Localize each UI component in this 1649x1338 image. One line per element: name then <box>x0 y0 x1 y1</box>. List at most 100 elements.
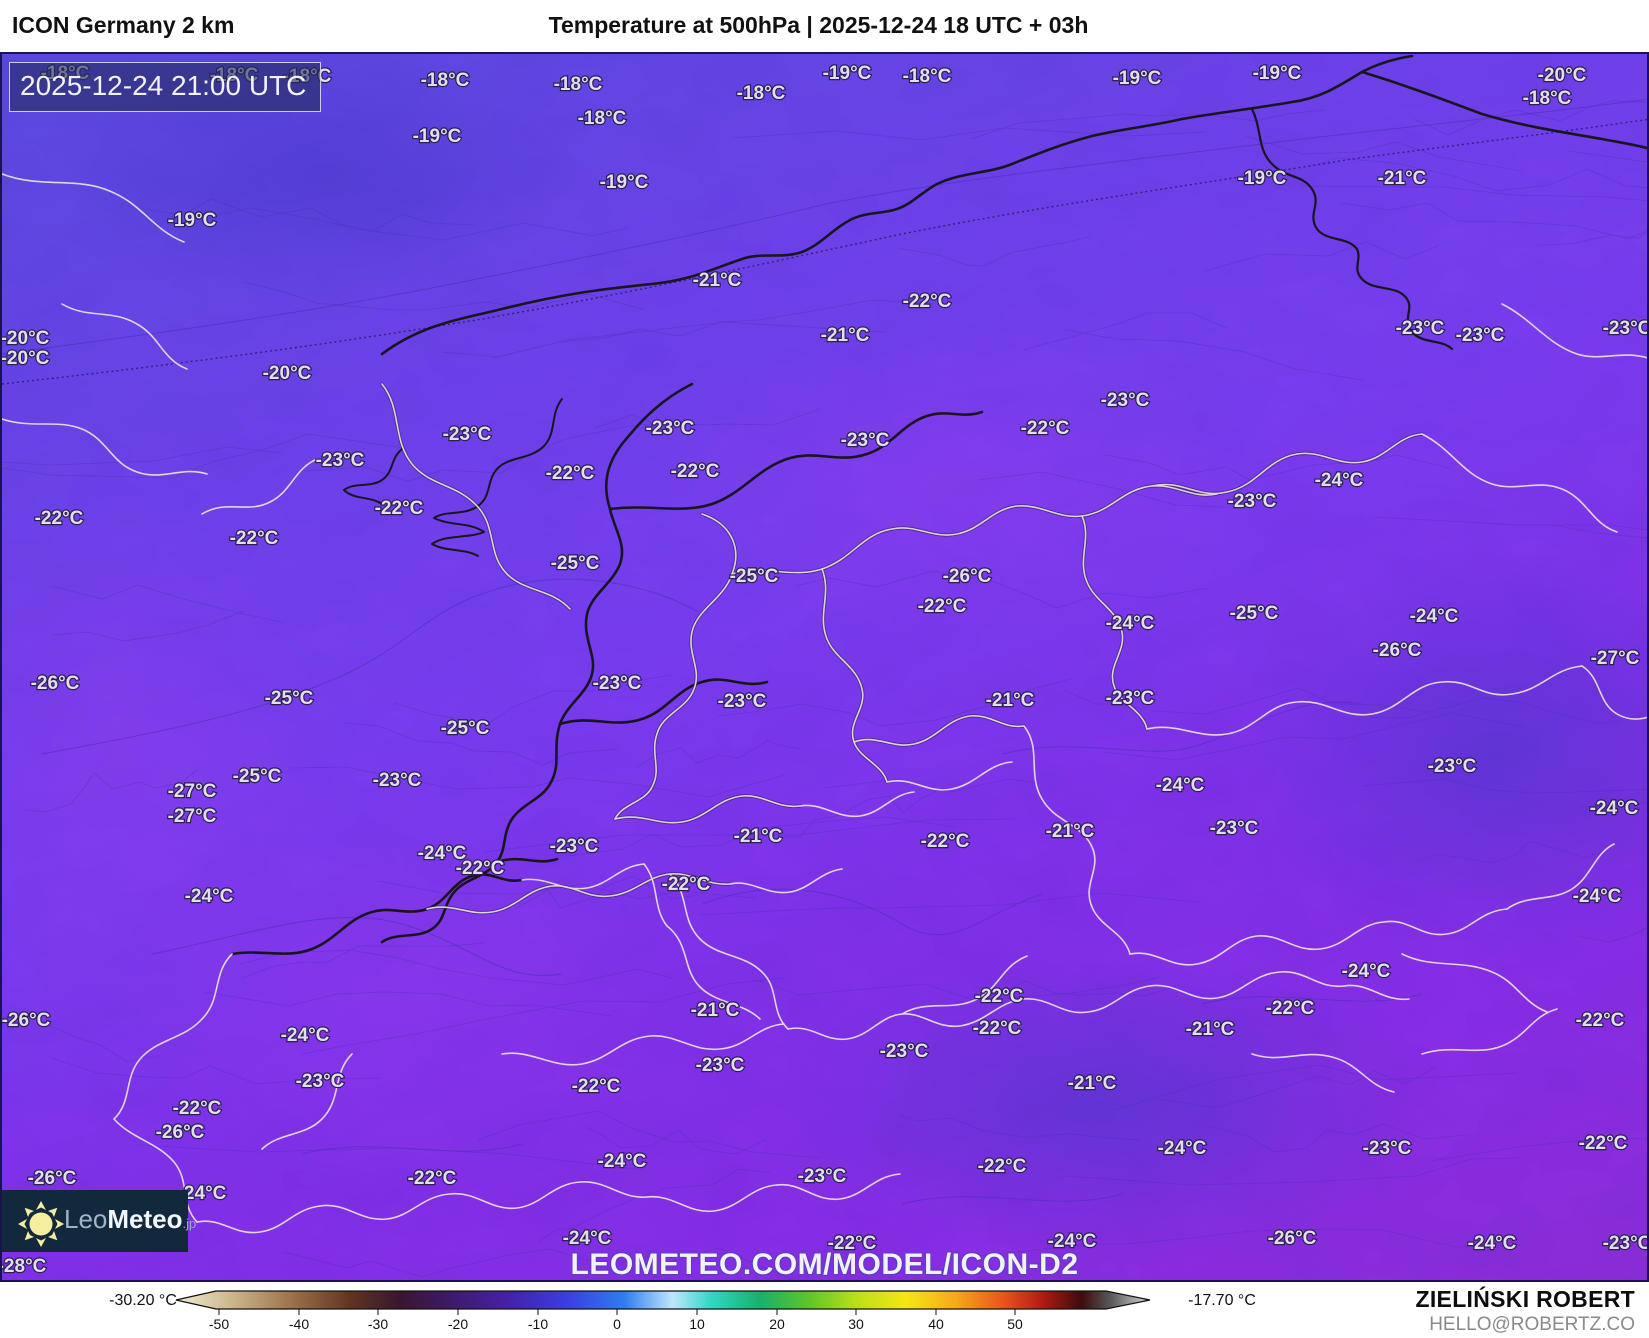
svg-text:-23°C: -23°C <box>443 424 492 445</box>
svg-text:-23°C: -23°C <box>646 418 695 439</box>
svg-text:-22°C: -22°C <box>35 508 84 529</box>
svg-text:-24°C: -24°C <box>1106 613 1155 634</box>
svg-text:-30.20 °C: -30.20 °C <box>109 1292 177 1309</box>
svg-text:-17.70 °C: -17.70 °C <box>1188 1292 1256 1309</box>
svg-text:-25°C: -25°C <box>265 688 314 709</box>
svg-text:-20°C: -20°C <box>1538 65 1587 86</box>
svg-text:-24°C: -24°C <box>185 886 234 907</box>
svg-text:-19°C: -19°C <box>1253 63 1302 84</box>
svg-text:-24°C: -24°C <box>1342 961 1391 982</box>
svg-text:-19°C: -19°C <box>823 63 872 84</box>
svg-text:-22°C: -22°C <box>903 291 952 312</box>
svg-text:-40: -40 <box>289 1316 309 1332</box>
svg-text:-23°C: -23°C <box>1363 1138 1412 1159</box>
svg-text:-10: -10 <box>528 1316 548 1332</box>
svg-text:-22°C: -22°C <box>975 986 1024 1007</box>
svg-text:-21°C: -21°C <box>1378 168 1427 189</box>
svg-text:-21°C: -21°C <box>1068 1073 1117 1094</box>
svg-text:30: 30 <box>848 1316 864 1332</box>
svg-text:-26°C: -26°C <box>28 1168 77 1189</box>
svg-text:-23°C: -23°C <box>1210 818 1259 839</box>
svg-text:-24°C: -24°C <box>563 1228 612 1249</box>
svg-text:-21°C: -21°C <box>986 690 1035 711</box>
svg-text:-25°C: -25°C <box>551 553 600 574</box>
svg-text:40: 40 <box>928 1316 944 1332</box>
svg-text:-18°C: -18°C <box>578 108 627 129</box>
svg-text:-24°C: -24°C <box>1156 775 1205 796</box>
svg-text:-22°C: -22°C <box>662 874 711 895</box>
svg-text:-24°C: -24°C <box>1315 470 1364 491</box>
svg-text:-23°C: -23°C <box>1228 491 1277 512</box>
svg-text:-23°C: -23°C <box>316 450 365 471</box>
svg-text:-22°C: -22°C <box>375 498 424 519</box>
svg-text:20: 20 <box>769 1316 785 1332</box>
svg-text:-21°C: -21°C <box>1046 821 1095 842</box>
svg-text:-23°C: -23°C <box>550 836 599 857</box>
svg-text:-22°C: -22°C <box>973 1018 1022 1039</box>
svg-text:-19°C: -19°C <box>1113 68 1162 89</box>
svg-text:-22°C: -22°C <box>230 528 279 549</box>
svg-text:-18°C: -18°C <box>554 74 603 95</box>
svg-text:-25°C: -25°C <box>441 718 490 739</box>
svg-text:-21°C: -21°C <box>693 270 742 291</box>
svg-text:-18°C: -18°C <box>737 83 786 104</box>
svg-text:-23°C: -23°C <box>880 1041 929 1062</box>
svg-text:-27°C: -27°C <box>1591 648 1640 669</box>
svg-text:-21°C: -21°C <box>821 325 870 346</box>
svg-text:-18°C: -18°C <box>903 66 952 87</box>
svg-text:-20°C: -20°C <box>263 363 312 384</box>
svg-text:50: 50 <box>1007 1316 1023 1332</box>
svg-text:-19°C: -19°C <box>168 210 217 231</box>
svg-text:-22°C: -22°C <box>456 858 505 879</box>
svg-text:-23°C: -23°C <box>1456 325 1505 346</box>
svg-text:-24°C: -24°C <box>1590 798 1639 819</box>
svg-text:-26°C: -26°C <box>31 673 80 694</box>
svg-text:-20: -20 <box>448 1316 468 1332</box>
svg-text:-21°C: -21°C <box>734 826 783 847</box>
svg-text:-28°C: -28°C <box>2 1256 47 1277</box>
svg-text:-24°C: -24°C <box>1158 1138 1207 1159</box>
svg-text:10: 10 <box>689 1316 705 1332</box>
svg-text:-50: -50 <box>209 1316 229 1332</box>
svg-text:-23°C: -23°C <box>1603 1233 1649 1254</box>
svg-text:-21°C: -21°C <box>691 1000 740 1021</box>
svg-text:-23°C: -23°C <box>718 691 767 712</box>
svg-text:-22°C: -22°C <box>921 831 970 852</box>
svg-text:-23°C: -23°C <box>1396 318 1445 339</box>
svg-text:-19°C: -19°C <box>413 126 462 147</box>
svg-text:-27°C: -27°C <box>168 781 217 802</box>
svg-text:-22°C: -22°C <box>918 596 967 617</box>
svg-text:0: 0 <box>613 1316 621 1332</box>
svg-text:-30: -30 <box>368 1316 388 1332</box>
svg-text:-22°C: -22°C <box>978 1156 1027 1177</box>
svg-text:-22°C: -22°C <box>1576 1010 1625 1031</box>
svg-text:-25°C: -25°C <box>730 566 779 587</box>
svg-text:-27°C: -27°C <box>168 806 217 827</box>
svg-text:-23°C: -23°C <box>1106 688 1155 709</box>
svg-text:-23°C: -23°C <box>1603 318 1649 339</box>
svg-text:-24°C: -24°C <box>1410 606 1459 627</box>
svg-text:-26°C: -26°C <box>156 1122 205 1143</box>
svg-text:-20°C: -20°C <box>2 348 50 369</box>
svg-text:-24°C: -24°C <box>598 1151 647 1172</box>
svg-text:-22°C: -22°C <box>173 1098 222 1119</box>
svg-text:-26°C: -26°C <box>943 566 992 587</box>
svg-text:-22°C: -22°C <box>1021 418 1070 439</box>
svg-text:-23°C: -23°C <box>296 1071 345 1092</box>
svg-text:-24°C: -24°C <box>1468 1233 1517 1254</box>
svg-text:-25°C: -25°C <box>233 766 282 787</box>
svg-text:-23°C: -23°C <box>841 430 890 451</box>
svg-text:-23°C: -23°C <box>373 770 422 791</box>
svg-text:-22°C: -22°C <box>546 463 595 484</box>
svg-text:-25°C: -25°C <box>1230 603 1279 624</box>
svg-text:-23°C: -23°C <box>696 1055 745 1076</box>
svg-text:-18°C: -18°C <box>1523 88 1572 109</box>
svg-text:-24°C: -24°C <box>1573 886 1622 907</box>
svg-text:-22°C: -22°C <box>1266 998 1315 1019</box>
svg-text:-20°C: -20°C <box>2 328 50 349</box>
svg-text:-23°C: -23°C <box>798 1166 847 1187</box>
svg-text:-22°C: -22°C <box>408 1168 457 1189</box>
svg-text:-24°C: -24°C <box>281 1025 330 1046</box>
svg-text:-26°C: -26°C <box>2 1010 51 1031</box>
svg-text:-23°C: -23°C <box>1428 756 1477 777</box>
